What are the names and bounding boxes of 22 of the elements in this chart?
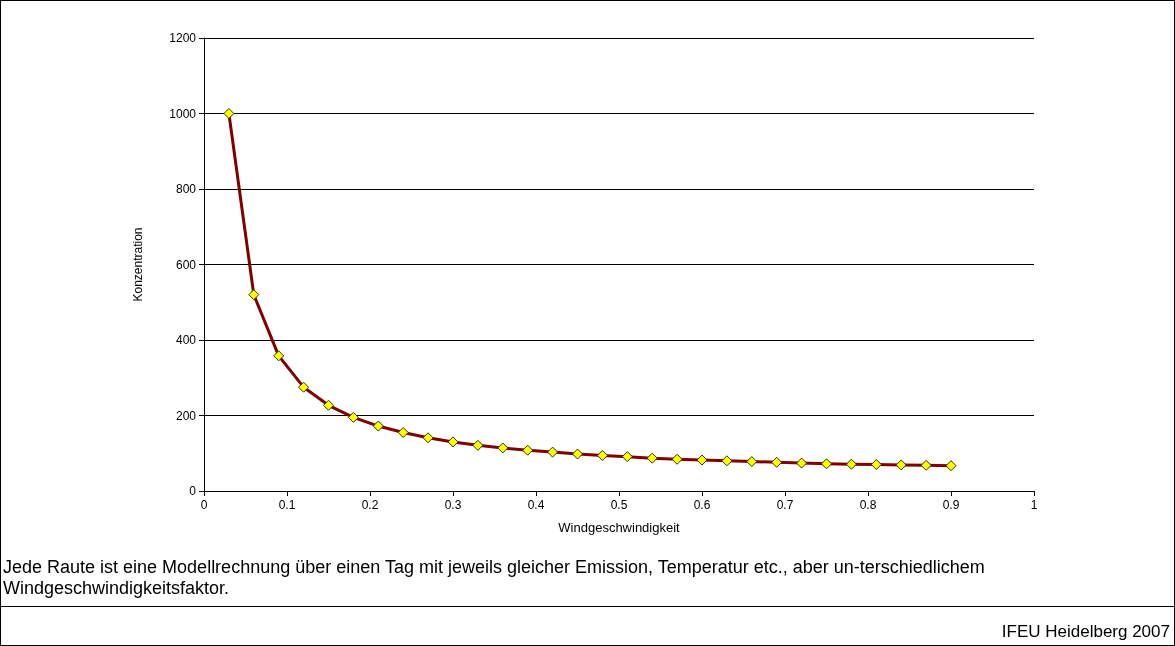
x-tick-label: 0.6 xyxy=(693,498,711,512)
x-tick-label: 0.7 xyxy=(776,498,794,512)
y-tick-label: 0 xyxy=(189,484,197,498)
y-tick-label: 400 xyxy=(175,333,197,347)
text: IFEU Heidelberg 2007 xyxy=(1001,622,1170,642)
x-tick-label: 1 xyxy=(1030,498,1038,512)
x-tick-label: 0.9 xyxy=(942,498,960,512)
y-tick-label: 1000 xyxy=(169,106,197,121)
y-tick-label: 200 xyxy=(175,408,197,423)
text: Jede Raute ist eine Modellrechnung über einen Tag mit jeweils gleicher Emission, Temperatur etc., aber un-terschiedlichem Windgeschwindigkeitsfaktor. xyxy=(3,557,986,599)
x-tick-label: 0.8 xyxy=(859,498,877,512)
x-tick-label: 0.3 xyxy=(444,498,462,512)
x-tick-label: 0 xyxy=(200,498,208,512)
y-tick-label: 800 xyxy=(175,182,197,196)
x-tick-label: 0.5 xyxy=(610,498,628,512)
y-axis-title: Konzentration xyxy=(131,227,145,302)
x-axis-title: Windgeschwindigkeit xyxy=(558,520,681,535)
y-tick-label: 1200 xyxy=(169,31,197,45)
y-tick-label: 600 xyxy=(175,257,197,272)
x-tick-label: 0.2 xyxy=(361,498,379,512)
x-tick-label: 0.4 xyxy=(527,498,545,512)
x-tick-label: 0.1 xyxy=(278,498,296,512)
